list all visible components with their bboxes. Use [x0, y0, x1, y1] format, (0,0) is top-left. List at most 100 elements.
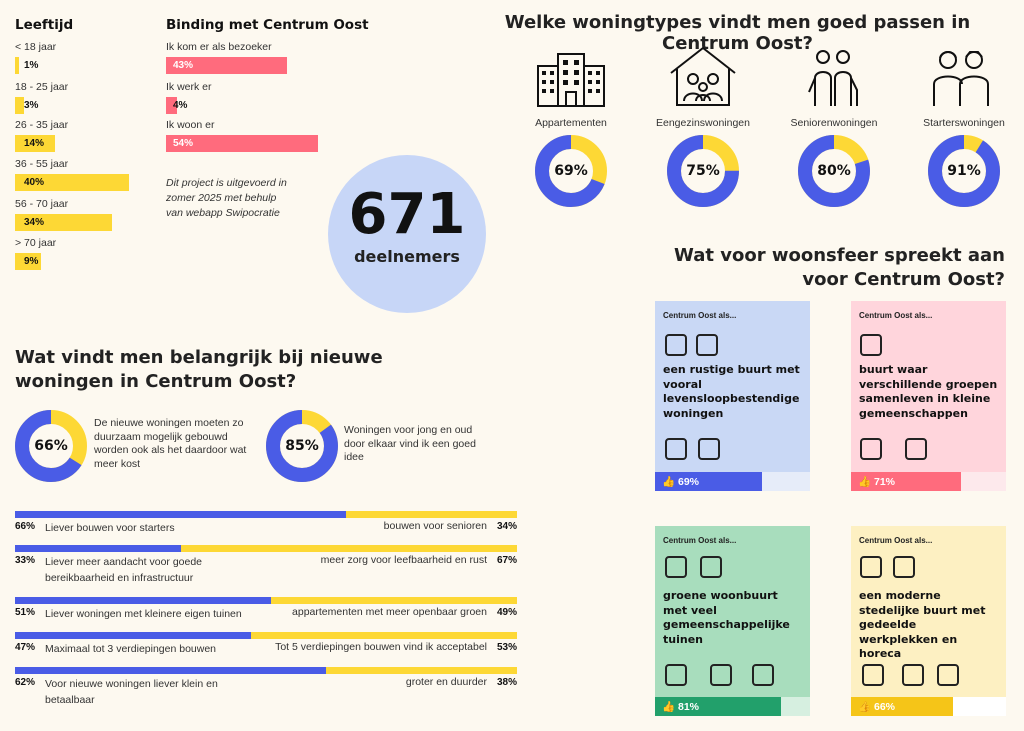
age-label: < 18 jaar — [15, 41, 57, 53]
age-label: 36 - 55 jaar — [15, 158, 69, 170]
housing-type-label: Appartementen — [535, 117, 607, 129]
card-score-percent: 👍 66% — [858, 701, 896, 713]
atmosphere-card: Centrum Oost als... een moderne stedelijk… — [851, 526, 1006, 716]
age-bar — [15, 174, 129, 191]
age-bar — [15, 57, 19, 74]
laptop-icon — [902, 664, 924, 686]
comparison-right-text: meer zorg voor leefbaarheid en rust — [320, 554, 487, 566]
card-kicker: Centrum Oost als... — [859, 311, 933, 320]
housing-types-title: Welke woningtypes vindt men goed passen … — [504, 12, 971, 54]
housing-type-label: Seniorenwoningen — [790, 117, 878, 129]
participants-label: deelnemers — [354, 247, 460, 266]
card-score-bar: 👍 71% — [851, 472, 1006, 491]
comparison-right-percent: 38% — [497, 677, 518, 688]
city-buildings-icon — [862, 664, 884, 686]
importance-donut: 66% — [15, 410, 87, 482]
age-label: 56 - 70 jaar — [15, 198, 69, 210]
card-statement: een rustige buurt met vooral levensloopb… — [663, 363, 800, 420]
participants-count: 671 — [348, 182, 466, 247]
comparison-left-percent: 47% — [15, 642, 36, 653]
binding-bar — [166, 135, 319, 152]
important-title: Wat vindt men belangrijk bij nieuwe woni… — [15, 347, 383, 392]
age-percent: 14% — [24, 138, 45, 149]
comparison-bar-fill — [15, 597, 272, 604]
card-score-fill — [851, 472, 962, 491]
donut-percent: 80% — [817, 163, 851, 179]
card-score-fill — [851, 697, 954, 716]
comparison-bar — [15, 511, 517, 518]
workspace-icon — [860, 556, 882, 578]
housing-type-label: Eengezinswoningen — [656, 117, 750, 129]
family-house-icon — [670, 46, 736, 106]
comparison-bar-fill — [15, 632, 251, 639]
comparison-bar-fill — [15, 545, 181, 552]
comparison-left-percent: 51% — [15, 607, 36, 618]
donut-percent: 75% — [686, 163, 720, 179]
age-label: 18 - 25 jaar — [15, 81, 69, 93]
importance-text: Woningen voor jong en oud door elkaar vi… — [344, 424, 476, 463]
housing-type-donut-ring — [928, 135, 1000, 207]
donut-arc — [928, 135, 1000, 207]
comparison-right-percent: 49% — [497, 607, 518, 618]
card-score-percent: 👍 81% — [662, 701, 700, 713]
butterfly-icon — [700, 556, 722, 578]
binding-title: Binding met Centrum Oost — [166, 17, 369, 33]
atmosphere-card: Centrum Oost als... groene woonbuurt met … — [655, 526, 810, 716]
age-title: Leeftijd — [15, 17, 74, 33]
binding-bar — [166, 57, 288, 74]
binding-label: Ik werk er — [166, 81, 212, 93]
comparison-right-percent: 34% — [497, 521, 518, 532]
donut-percent: 69% — [554, 163, 588, 179]
donut-arc — [15, 410, 87, 482]
housing-type-donut: 80% — [798, 135, 870, 207]
donut-percent: 66% — [34, 438, 68, 454]
age-bar — [15, 253, 41, 270]
age-label: 26 - 35 jaar — [15, 119, 69, 131]
housing-type-donut: 69% — [535, 135, 607, 207]
age-bar — [15, 135, 55, 152]
card-score-fill — [655, 472, 762, 491]
comparison-left-text: Liever meer aandacht voor goede bereikba… — [45, 556, 203, 584]
comparison-bar — [15, 632, 517, 639]
age-bar — [15, 97, 24, 114]
card-score-bar: 👍 81% — [655, 697, 810, 716]
age-percent: 40% — [24, 177, 45, 188]
comparison-right-text: appartementen met meer openbaar groen — [292, 606, 487, 618]
card-kicker: Centrum Oost als... — [663, 311, 737, 320]
house-icon — [665, 664, 687, 686]
age-percent: 3% — [24, 100, 39, 111]
card-score-bar: 👍 66% — [851, 697, 1006, 716]
comparison-left-percent: 62% — [15, 677, 36, 688]
hands-together-icon — [860, 438, 882, 460]
importance-donut-ring — [15, 410, 87, 482]
binding-bar — [166, 97, 178, 114]
housing-type-donut: 75% — [667, 135, 739, 207]
comparison-left-percent: 66% — [15, 521, 36, 532]
chair-icon — [696, 334, 718, 356]
age-percent: 34% — [24, 217, 45, 228]
community-icon — [860, 334, 882, 356]
card-score-bar: 👍 69% — [655, 472, 810, 491]
importance-donut-ring — [266, 410, 338, 482]
card-score-percent: 👍 71% — [858, 476, 896, 488]
importance-text: De nieuwe woningen moeten zo duurzaam mo… — [94, 417, 247, 470]
binding-label: Ik kom er als bezoeker — [166, 41, 272, 53]
participants-circle: 671 deelnemers — [328, 155, 486, 313]
cocktail-icon — [893, 556, 915, 578]
comparison-bar — [15, 667, 517, 674]
office-icon — [937, 664, 959, 686]
seniors-icon — [698, 438, 720, 460]
donut-arc — [535, 135, 607, 207]
seniors-icon — [808, 50, 858, 106]
housing-type-label: Starterswoningen — [923, 117, 1005, 129]
comparison-left-text: Liever bouwen voor starters — [45, 522, 175, 534]
binding-percent: 4% — [173, 100, 188, 111]
comparison-bar-fill — [15, 667, 327, 674]
donut-percent: 91% — [947, 163, 981, 179]
comparison-right-percent: 67% — [497, 555, 518, 566]
donut-arc — [266, 410, 338, 482]
binding-label: Ik woon er — [166, 119, 215, 131]
card-statement: buurt waar verschillende groepen samenle… — [859, 363, 998, 420]
comparison-left-text: Voor nieuwe woningen liever klein en bet… — [45, 678, 218, 706]
young-people-icon — [933, 51, 989, 106]
